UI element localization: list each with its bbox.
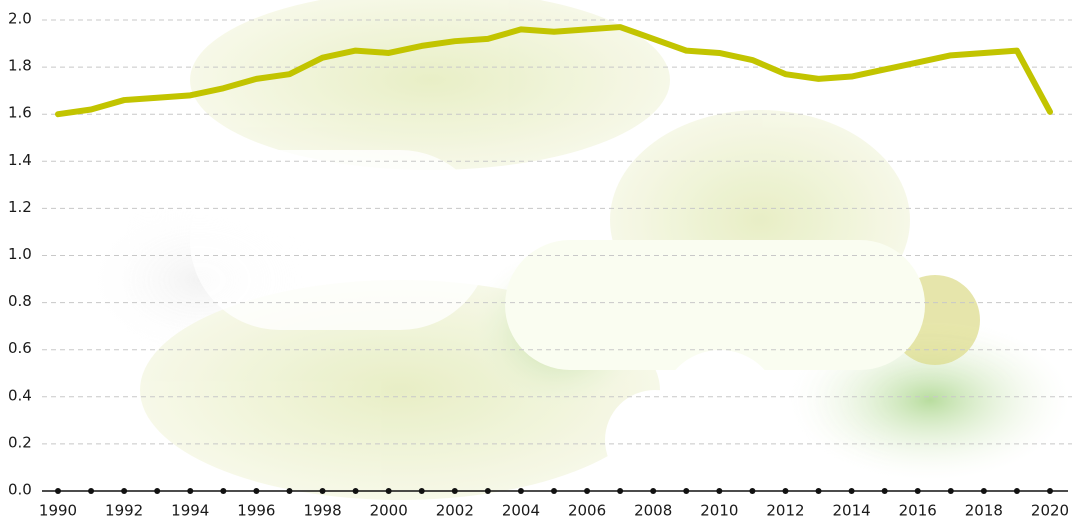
x-tick-dot	[352, 488, 359, 494]
x-tick-label: 2008	[634, 502, 672, 520]
x-tick-label: 2014	[833, 502, 871, 520]
y-tick-label: 0.2	[8, 433, 32, 451]
x-tick-dot	[749, 488, 756, 494]
x-tick-dot	[617, 488, 624, 494]
x-tick-label: 1992	[105, 502, 143, 520]
x-tick-dot	[121, 488, 128, 494]
x-tick-dot	[848, 488, 855, 494]
x-tick-dot	[385, 488, 392, 494]
x-tick-label: 2002	[436, 502, 474, 520]
x-tick-label: 2010	[700, 502, 738, 520]
y-tick-label: 1.8	[8, 57, 32, 75]
x-tick-dot	[220, 488, 227, 494]
y-tick-label: 1.2	[8, 198, 32, 216]
y-tick-label: 1.0	[8, 245, 32, 263]
x-tick-label: 2012	[766, 502, 804, 520]
x-tick-dot	[881, 488, 888, 494]
x-tick-dot	[1013, 488, 1020, 494]
x-tick-dot	[55, 488, 61, 494]
y-tick-label: 0.8	[8, 292, 32, 310]
y-tick-label: 1.4	[8, 151, 32, 169]
x-tick-dot	[418, 488, 425, 494]
x-tick-label: 1998	[303, 502, 341, 520]
x-tick-dot	[947, 488, 954, 494]
y-tick-label: 2.0	[8, 10, 32, 28]
plot-area: 0.0 0.2 0.4 0.6 0.8 1.0 1.2 1.4 1.6 1.8 2.0 1990 199…	[8, 10, 1072, 520]
x-tick-label: 2000	[370, 502, 408, 520]
x-tick-label: 2006	[568, 502, 606, 520]
x-tick-label: 1994	[171, 502, 209, 520]
x-tick-label: 1996	[237, 502, 275, 520]
x-tick-dot	[187, 488, 194, 494]
x-tick-dot	[551, 488, 557, 494]
x-tick-dot	[484, 488, 491, 494]
x-tick-dot	[1047, 488, 1053, 494]
x-tick-dot	[154, 488, 161, 494]
x-tick-label: 2004	[502, 502, 540, 520]
x-tick-dot	[782, 488, 789, 494]
x-tick-dot	[914, 488, 921, 494]
x-tick-label: 2016	[899, 502, 937, 520]
x-tick-label: 2020	[1031, 502, 1069, 520]
x-tick-dot	[650, 488, 657, 494]
x-tick-dot	[88, 488, 95, 494]
x-tick-dot	[815, 488, 822, 494]
x-tick-dot	[319, 488, 326, 494]
cloud-decoration	[80, 0, 1070, 500]
x-tick-dot	[716, 488, 723, 494]
y-tick-label: 1.6	[8, 104, 32, 122]
x-tick-label: 2018	[965, 502, 1003, 520]
x-tick-dot	[451, 488, 458, 494]
y-tick-label: 0.4	[8, 386, 32, 404]
x-tick-dot	[980, 488, 987, 494]
x-tick-dot	[584, 488, 591, 494]
x-tick-label: 1990	[39, 502, 77, 520]
x-tick-dot	[517, 488, 524, 494]
x-tick-dot	[683, 488, 690, 494]
y-tick-label: 0.6	[8, 339, 32, 357]
data-line	[55, 24, 1053, 118]
y-tick-label: 0.0	[8, 481, 32, 499]
x-tick-dot	[253, 488, 260, 494]
x-tick-dot	[286, 488, 293, 494]
